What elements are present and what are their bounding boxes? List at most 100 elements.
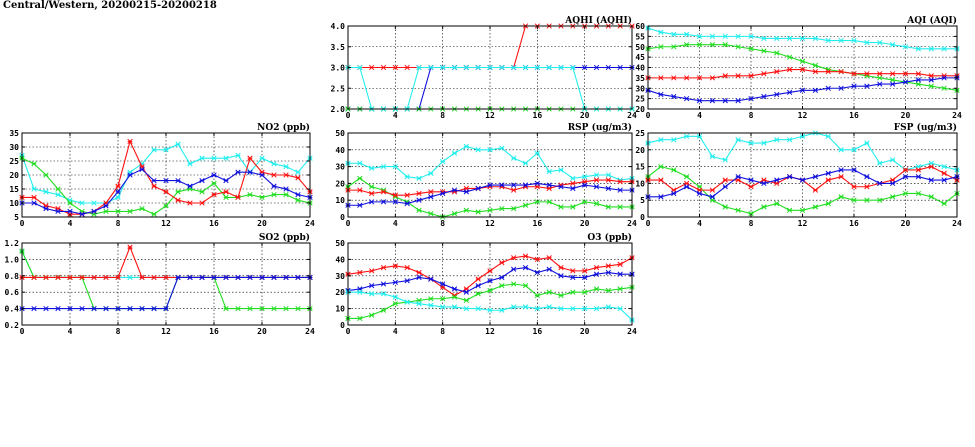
data-point-blue [223,274,229,281]
chart-no2: 0 4 8 12 16 20 24 5 10 15 20 25 30 35 NO2 (ppb) [9,122,315,228]
y-tick-label: 25 [635,129,645,138]
data-point-cyan [582,305,588,312]
data-point-green [487,207,493,213]
data-point-red [825,68,831,75]
data-point-blue [902,79,909,85]
data-point-cyan [187,161,193,167]
y-tick-label: 0.2 [5,321,20,330]
data-point-red [475,276,481,282]
data-point-red [851,71,857,77]
data-point-cyan [440,304,446,310]
data-point-red [593,264,600,271]
data-point-cyan [271,161,277,167]
data-point-blue [127,305,133,312]
y-tick-label: 3.5 [331,43,346,52]
data-point-green [463,297,469,304]
data-point-green [534,199,540,205]
x-tick-label: 4 [393,327,398,336]
x-tick-label: 4 [68,327,73,336]
data-point-cyan [357,64,363,71]
chart-title: NO2 (ppb) [257,122,310,133]
data-point-blue [283,186,289,192]
data-point-red [139,274,145,281]
data-point-red [546,255,552,261]
data-point-cyan [877,39,883,46]
data-point-green [380,307,387,313]
chart-title: FSP (ug/m3) [894,122,957,133]
data-point-cyan [825,37,831,44]
data-point-blue [103,203,109,209]
data-point-cyan [451,304,458,310]
data-point-green [115,208,121,215]
data-point-green [440,296,446,302]
data-point-red [115,183,121,189]
data-point-green [570,204,576,210]
data-point-cyan [593,172,600,178]
chart-title: O3 (ppb) [587,232,632,243]
data-point-green [786,207,793,213]
data-point-red [163,189,169,195]
data-point-cyan [416,301,422,307]
data-point-green [55,186,61,192]
data-point-cyan [428,170,434,176]
data-point-green [31,161,37,167]
data-point-blue [31,200,37,206]
y-tick-label: 10 [635,179,645,188]
data-point-cyan [941,163,947,170]
data-point-green [522,202,529,208]
data-point-blue [558,273,564,279]
data-point-cyan [55,191,61,198]
data-point-blue [570,185,576,192]
data-point-cyan [43,189,49,195]
y-tick-label: 20 [9,171,19,180]
data-point-cyan [696,133,703,140]
data-point-cyan [151,147,157,153]
data-point-red [67,274,73,281]
data-point-cyan [864,140,870,146]
data-point-green [271,305,277,312]
data-point-green [67,200,73,206]
data-point-blue [163,177,169,184]
y-tick-label: 30 [9,143,19,152]
data-point-blue [151,305,157,312]
data-point-red [735,73,741,79]
data-point-blue [941,177,947,183]
data-point-cyan [722,157,728,163]
data-point-blue [487,182,493,188]
data-point-red [103,274,109,281]
data-point-red [295,175,301,181]
data-point-blue [799,87,806,93]
chart-o3: 0 4 8 12 16 20 24 0 10 20 30 40 50 O3 (ppb) [335,232,637,336]
data-point-green [941,200,947,207]
x-tick-label: 16 [533,111,543,120]
y-tick-label: 5 [14,213,19,222]
data-point-blue [235,274,241,281]
x-tick-label: 4 [697,111,702,120]
data-point-blue [748,177,754,183]
data-point-red [369,190,375,197]
data-point-red [271,172,277,178]
data-point-red [683,75,690,81]
data-point-cyan [838,37,844,44]
data-point-blue [761,93,767,100]
data-point-red [658,75,664,81]
data-point-cyan [451,150,458,156]
data-point-cyan [487,147,493,153]
data-point-blue [295,191,301,198]
data-point-blue [683,95,690,102]
data-point-green [295,197,301,203]
chart-title: AQI (AQI) [906,15,957,26]
data-point-red [79,274,85,281]
data-point-blue [247,274,253,281]
data-point-blue [440,281,446,287]
data-point-blue [357,202,363,208]
data-point-green [799,58,806,64]
data-point-red [428,189,434,195]
data-point-green [392,301,398,307]
y-tick-label: 25 [635,95,645,104]
data-point-blue [499,182,505,188]
x-tick-label: 12 [798,219,808,228]
data-point-blue [928,77,934,83]
data-point-cyan [617,305,623,312]
